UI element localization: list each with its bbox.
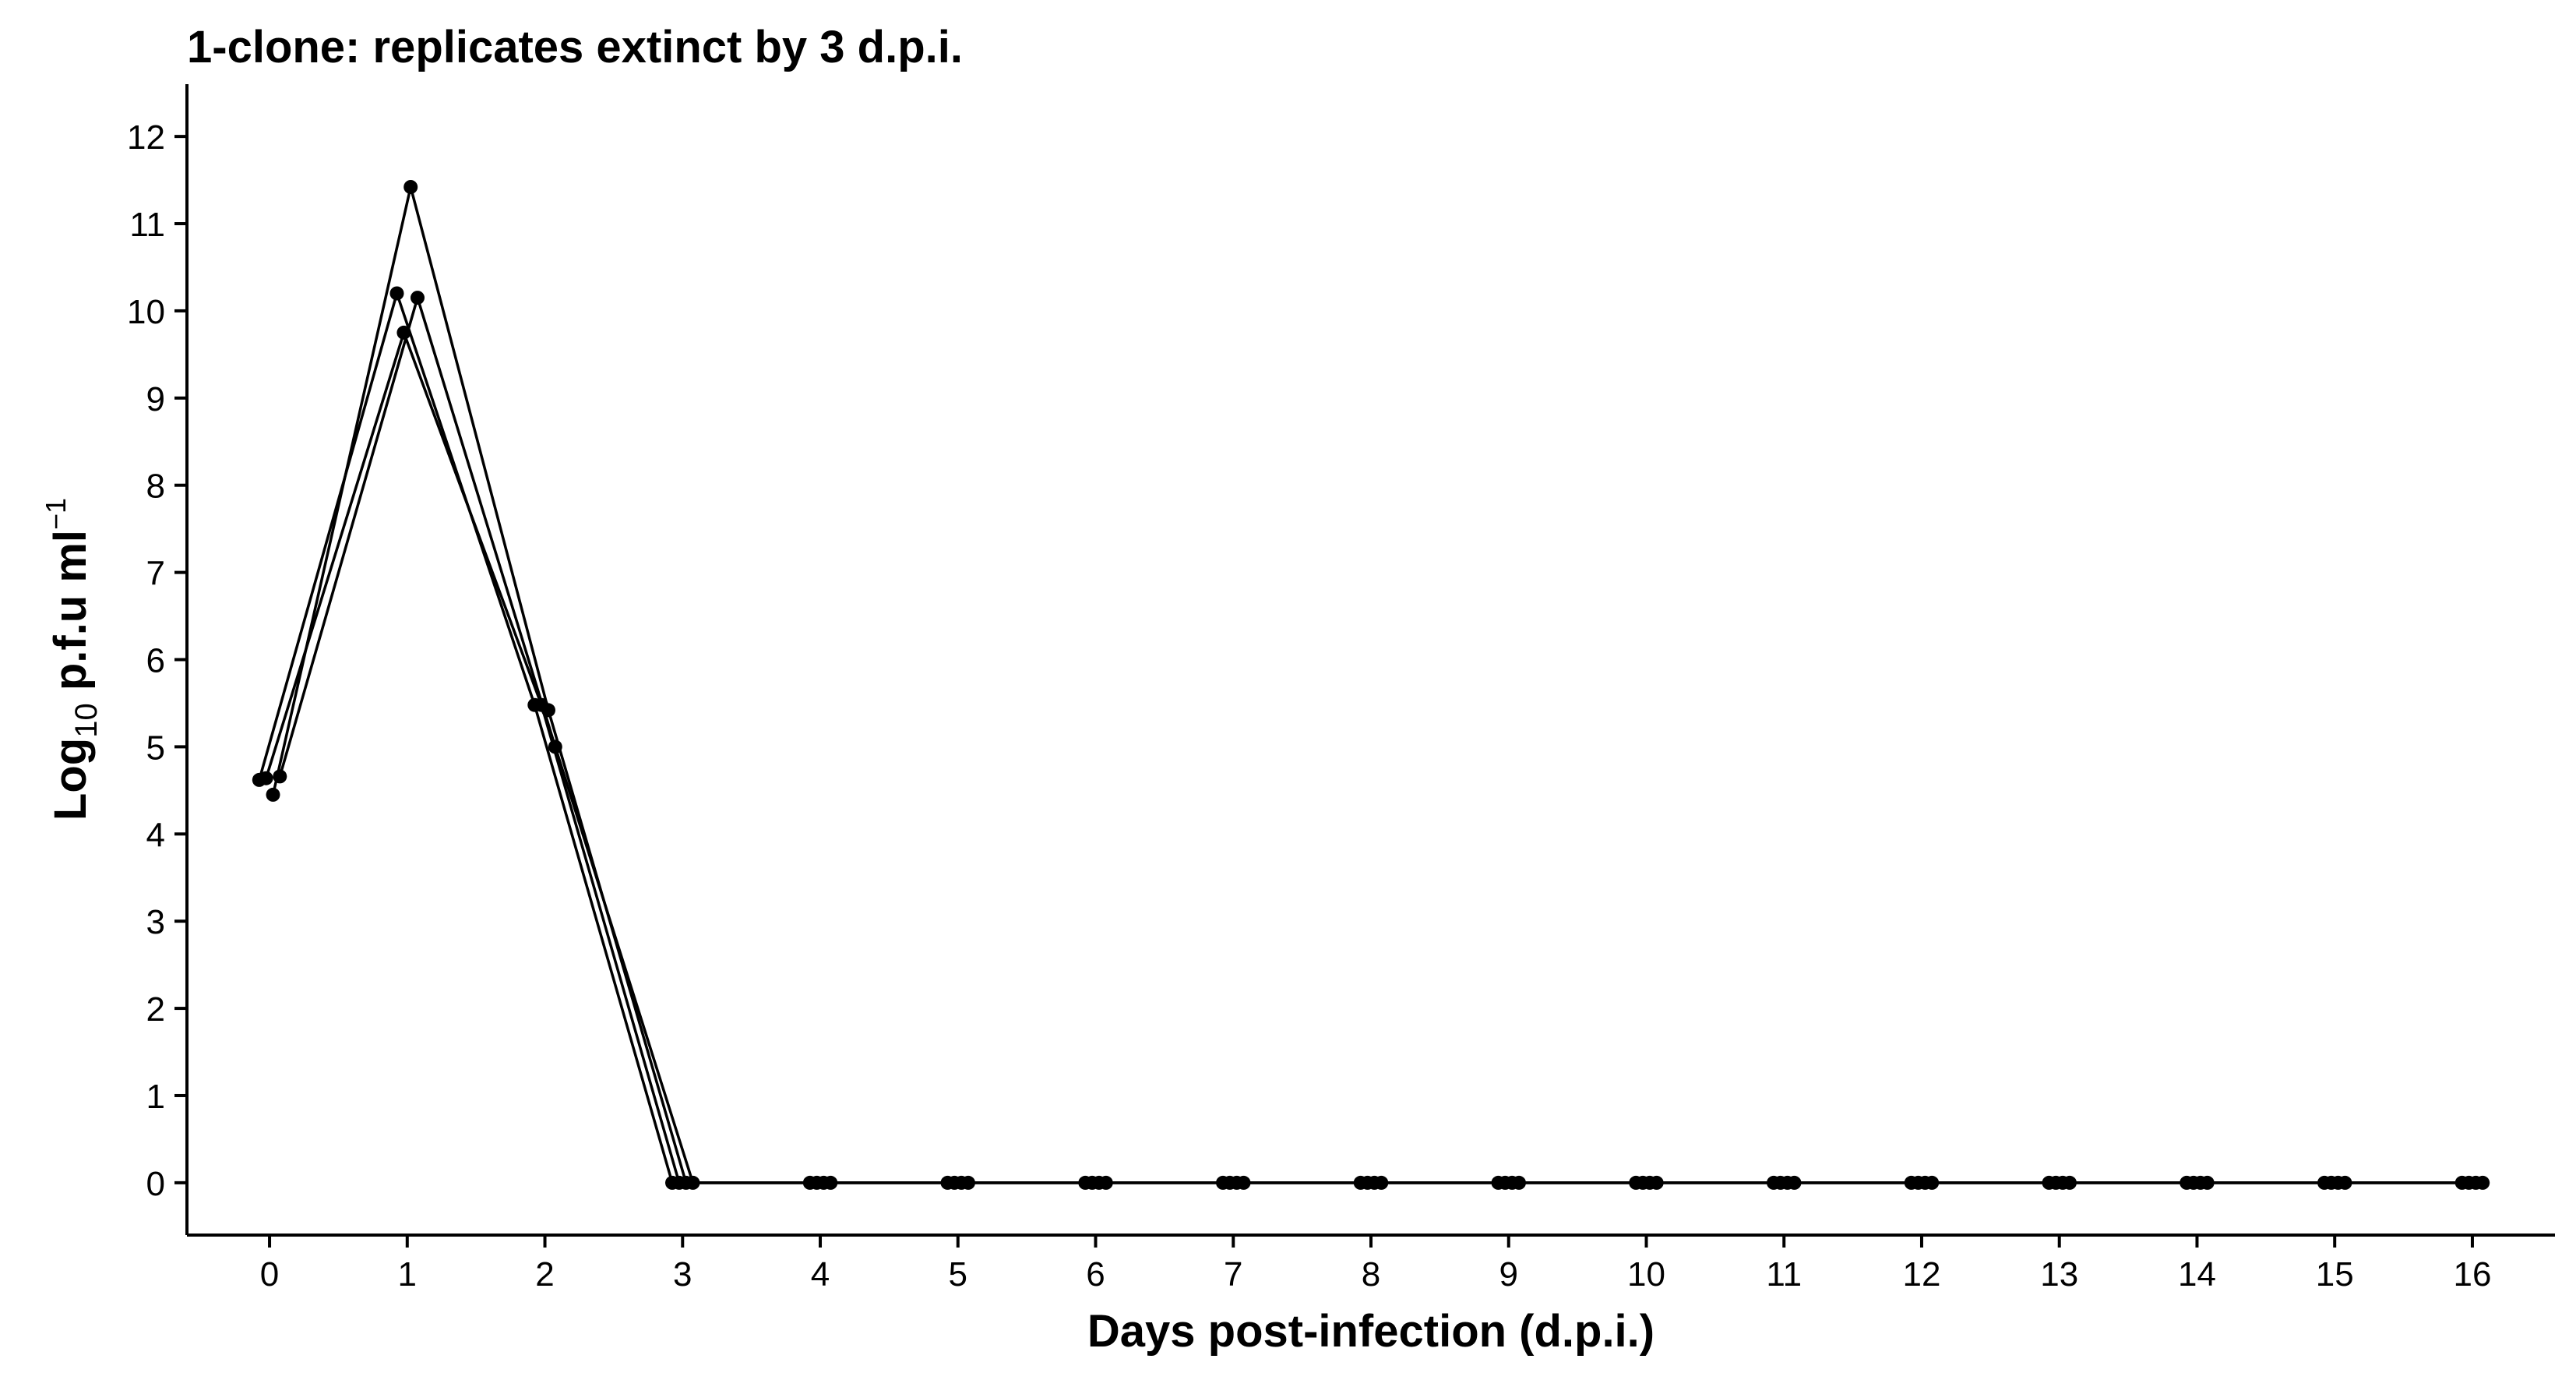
axes — [185, 84, 2555, 1237]
data-point — [2063, 1175, 2077, 1190]
y-tick-label: 12 — [127, 118, 165, 157]
x-tick-label: 5 — [949, 1255, 967, 1294]
data-point — [1098, 1175, 1113, 1190]
x-tick-label: 6 — [1086, 1255, 1105, 1294]
data-point — [389, 286, 404, 301]
data-point — [411, 291, 425, 305]
y-tick-label: 2 — [146, 990, 165, 1029]
x-tick-label: 16 — [2453, 1255, 2491, 1294]
series-line — [271, 186, 2476, 1184]
data-point — [2338, 1175, 2352, 1190]
y-tick-label: 0 — [146, 1165, 165, 1203]
y-tick-label: 10 — [127, 293, 165, 331]
y-tick-label: 9 — [146, 380, 165, 418]
x-axis-title: Days post-infection (d.p.i.) — [1087, 1306, 1654, 1357]
y-axis-title-superscript: −1 — [40, 498, 72, 530]
y-axis-title: Log10 p.f.u ml−1 — [40, 498, 104, 821]
data-point — [2200, 1175, 2215, 1190]
x-tick-label: 2 — [535, 1255, 554, 1294]
data-point — [541, 703, 555, 718]
x-tick-label: 0 — [260, 1255, 279, 1294]
data-point — [1512, 1175, 1526, 1190]
x-tick-label: 12 — [1903, 1255, 1941, 1294]
y-tick-label: 1 — [146, 1078, 165, 1116]
data-point — [259, 771, 273, 785]
data-point — [1649, 1175, 1664, 1190]
data-point — [823, 1175, 838, 1190]
y-axis-title-middle: p.f.u ml — [45, 530, 96, 703]
x-tick-label: 10 — [1627, 1255, 1665, 1294]
x-tick-label: 15 — [2316, 1255, 2354, 1294]
y-tick-label: 4 — [146, 816, 165, 854]
data-point — [685, 1175, 700, 1190]
y-tick-label: 8 — [146, 468, 165, 506]
series-lines — [258, 186, 2483, 1184]
y-tick-label: 11 — [129, 206, 165, 244]
data-point — [2476, 1175, 2490, 1190]
y-tick-label: 3 — [146, 903, 165, 941]
data-point — [403, 180, 418, 194]
x-tick-label: 3 — [673, 1255, 692, 1294]
data-point — [396, 325, 411, 340]
x-tick-label: 7 — [1224, 1255, 1242, 1294]
y-tick-label: 5 — [146, 729, 165, 767]
x-tick-label: 14 — [2178, 1255, 2216, 1294]
data-point — [266, 787, 280, 802]
data-point — [1925, 1175, 1940, 1190]
series-line — [278, 292, 2483, 1184]
y-tick-label: 6 — [146, 642, 165, 680]
x-tick-label: 1 — [398, 1255, 417, 1294]
y-axis-title-subscript: 10 — [69, 703, 104, 738]
data-point — [548, 739, 562, 754]
series-line — [264, 328, 2469, 1184]
x-tick-label: 11 — [1766, 1255, 1802, 1294]
y-tick-label: 7 — [146, 555, 165, 593]
x-tick-label: 4 — [811, 1255, 830, 1294]
data-point — [273, 769, 287, 784]
data-point — [961, 1175, 975, 1190]
y-axis-title-prefix: Log — [45, 738, 96, 821]
data-point — [1374, 1175, 1389, 1190]
x-tick-label: 8 — [1362, 1255, 1380, 1294]
data-point — [1787, 1175, 1802, 1190]
chart-title: 1-clone: replicates extinct by 3 d.p.i. — [187, 22, 963, 72]
x-tick-label: 13 — [2040, 1255, 2078, 1294]
series-points — [252, 180, 2490, 1190]
data-point — [1236, 1175, 1251, 1190]
series-line — [258, 288, 2462, 1184]
x-ticks: 0 1 2 3 4 5 6 7 8 9 10 11 12 13 14 15 16 — [260, 1235, 2491, 1294]
x-tick-label: 9 — [1499, 1255, 1518, 1294]
